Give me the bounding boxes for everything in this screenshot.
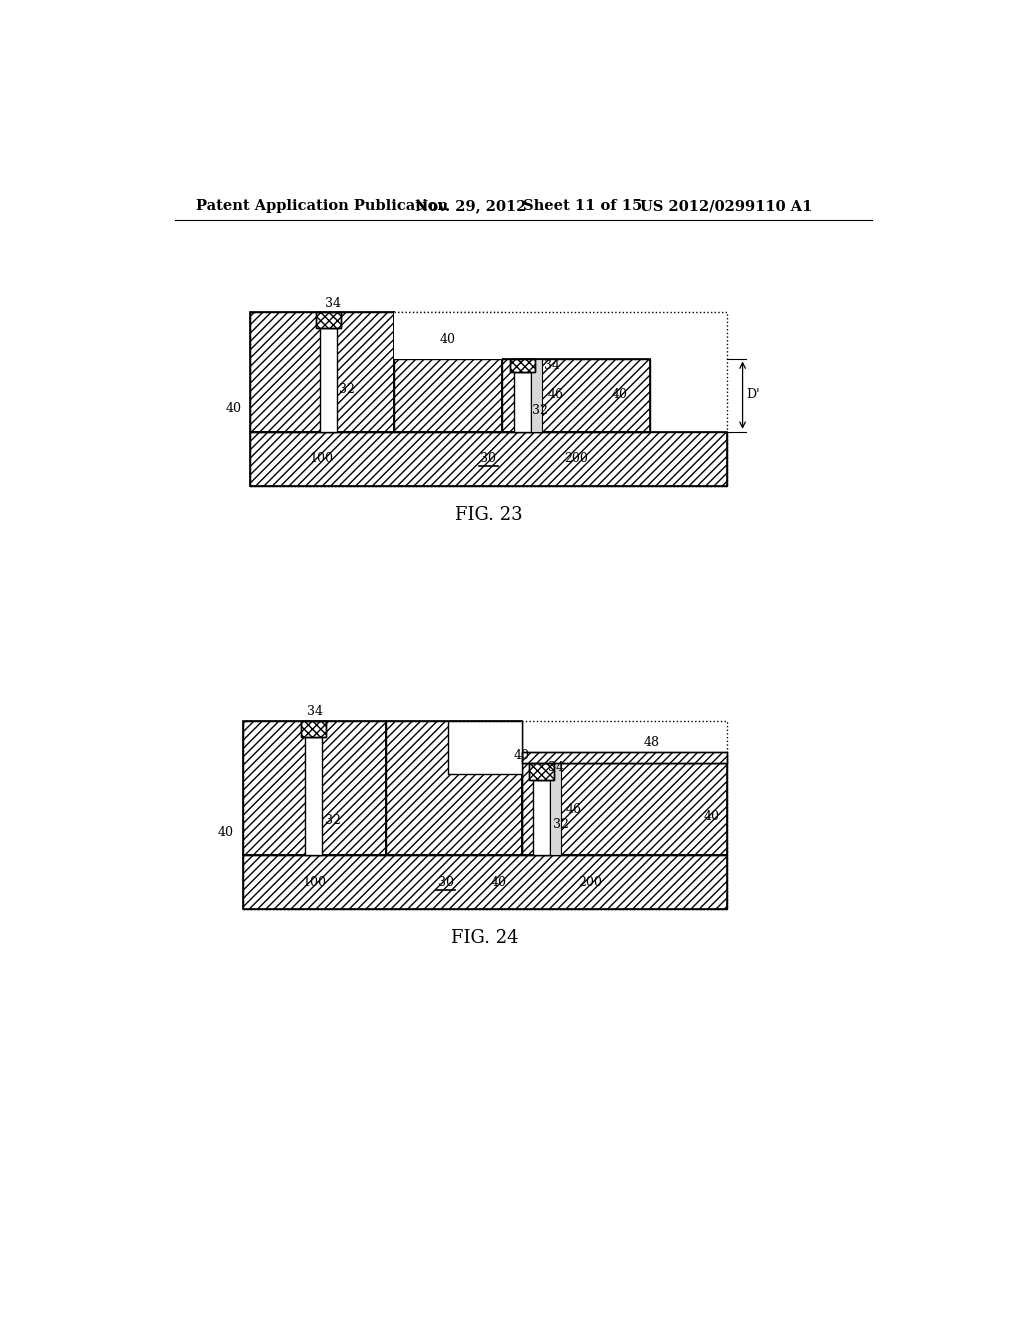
Text: 40: 40	[703, 810, 720, 824]
Bar	[510, 359, 535, 372]
Text: US 2012/0299110 A1: US 2012/0299110 A1	[640, 199, 812, 213]
Bar	[394, 359, 503, 432]
Text: 34: 34	[544, 359, 560, 372]
Bar	[251, 432, 727, 486]
Bar	[503, 359, 649, 432]
Text: 34: 34	[307, 705, 323, 718]
Bar	[521, 763, 727, 855]
Text: Sheet 11 of 15: Sheet 11 of 15	[523, 199, 642, 213]
Bar	[529, 763, 554, 780]
Bar	[316, 313, 341, 327]
Text: Patent Application Publication: Patent Application Publication	[197, 199, 449, 213]
Text: 46: 46	[548, 388, 564, 401]
Text: 100: 100	[309, 453, 334, 465]
Bar	[305, 738, 322, 855]
Bar	[301, 721, 326, 738]
Bar	[251, 432, 727, 486]
Text: 40: 40	[218, 825, 233, 838]
Text: 32: 32	[339, 383, 354, 396]
Text: D': D'	[746, 388, 760, 401]
Bar	[386, 721, 521, 855]
Text: 30: 30	[480, 453, 497, 465]
Text: 40: 40	[514, 748, 529, 762]
Bar	[301, 721, 326, 738]
Bar	[251, 313, 394, 432]
Bar	[243, 721, 727, 909]
Bar	[514, 372, 531, 432]
Bar	[503, 359, 649, 432]
Bar	[394, 313, 503, 359]
Text: 32: 32	[553, 818, 569, 832]
Bar	[316, 313, 341, 327]
Text: 32: 32	[532, 404, 548, 417]
Text: 200: 200	[564, 453, 588, 465]
Text: 40: 40	[612, 388, 628, 401]
Text: FIG. 23: FIG. 23	[455, 506, 522, 524]
Text: 200: 200	[578, 875, 602, 888]
Bar	[510, 359, 535, 372]
Text: 32: 32	[325, 814, 341, 828]
Bar	[243, 721, 386, 855]
Bar	[386, 721, 521, 855]
Text: 40: 40	[490, 875, 507, 888]
Bar	[529, 763, 554, 780]
Bar	[243, 855, 727, 909]
Bar	[394, 359, 503, 432]
Bar	[251, 313, 394, 432]
Bar	[531, 359, 542, 432]
Text: 100: 100	[302, 875, 326, 888]
Text: 30: 30	[437, 875, 454, 888]
Text: 34: 34	[325, 297, 341, 310]
Text: FIG. 24: FIG. 24	[451, 929, 518, 948]
Bar	[550, 763, 561, 855]
Bar	[243, 721, 386, 855]
Text: 48: 48	[643, 737, 659, 750]
Bar	[521, 752, 727, 763]
Text: 34: 34	[548, 760, 564, 774]
Text: 40: 40	[225, 403, 242, 416]
Bar	[449, 721, 521, 775]
Text: Nov. 29, 2012: Nov. 29, 2012	[415, 199, 526, 213]
Bar	[521, 752, 727, 763]
Bar	[521, 763, 727, 855]
Bar	[321, 327, 337, 432]
Bar	[251, 313, 727, 486]
Text: 46: 46	[565, 803, 582, 816]
Bar	[243, 855, 727, 909]
Bar	[534, 780, 550, 855]
Text: 40: 40	[440, 333, 456, 346]
